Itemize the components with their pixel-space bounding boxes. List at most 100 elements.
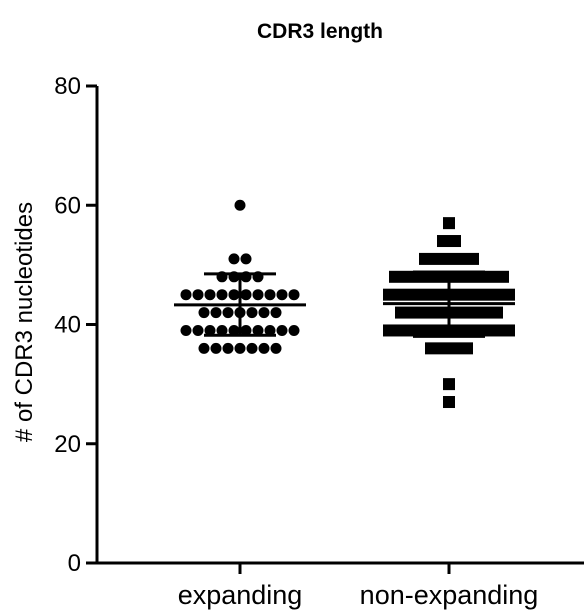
data-point [264,324,276,336]
data-point [192,289,204,301]
data-point [503,324,515,337]
chart-title: CDR3 length [257,20,383,43]
data-point [228,253,240,265]
data-point [413,270,425,283]
y-axis-ticks: 0 20 40 60 80 [54,73,97,577]
y-axis-label: # of CDR3 nucleotides [11,202,38,442]
data-point [419,288,431,301]
data-point [240,253,252,265]
data-point [401,270,413,283]
data-point [473,270,485,283]
data-point [497,270,509,283]
data-point [180,324,192,336]
data-point [407,324,419,337]
data-point [395,306,407,319]
data-point [431,252,443,265]
data-point [264,289,276,301]
data-point [467,306,479,319]
data-point [383,288,395,301]
data-point [449,270,461,283]
data-point [276,289,288,301]
data-point [437,342,449,355]
data-point [204,324,216,336]
data-point [491,288,503,301]
data-point [455,324,467,337]
data-point [198,342,210,354]
data-point [449,235,461,248]
data-point [461,342,473,355]
data-point [240,324,252,336]
data-point [258,307,270,319]
data-point [276,324,288,336]
data-point [258,342,270,354]
data-point [491,324,503,337]
data-point [455,288,467,301]
data-point [395,324,407,337]
data-point [216,289,228,301]
data-point [252,324,264,336]
data-point [234,199,246,211]
data-point [180,289,192,301]
data-point [407,288,419,301]
data-point [431,306,443,319]
y-tick-label: 0 [68,550,81,577]
data-point [455,306,467,319]
data-point [222,342,234,354]
data-point [288,289,300,301]
y-tick-label: 60 [54,192,81,219]
data-point [443,217,455,230]
data-point [455,252,467,265]
data-point [425,270,437,283]
data-point [467,288,479,301]
data-point [395,288,407,301]
data-point [222,307,234,319]
data-point [437,235,449,248]
data-point [485,270,497,283]
data-point [228,289,240,301]
data-point [443,252,455,265]
mean-sd-bars [174,270,515,338]
data-point [479,306,491,319]
data-point [437,270,449,283]
data-point [503,288,515,301]
data-point [198,307,210,319]
x-category-label: expanding [178,580,303,610]
data-point [467,324,479,337]
y-tick-label: 40 [54,312,81,339]
data-point [192,324,204,336]
data-point [479,288,491,301]
data-point [270,307,282,319]
data-point [383,324,395,337]
data-point [491,306,503,319]
data-point [204,289,216,301]
data-point [210,342,222,354]
data-point [479,324,491,337]
data-point [246,307,258,319]
data-point [216,324,228,336]
data-point [431,288,443,301]
data-point [419,324,431,337]
data-point [252,289,264,301]
data-point [240,289,252,301]
y-tick-label: 80 [54,73,81,100]
data-point [210,307,222,319]
y-tick-label: 20 [54,431,81,458]
data-point [234,342,246,354]
data-point [389,270,401,283]
data-point [246,342,258,354]
data-point [431,324,443,337]
data-point [443,378,455,391]
data-point [419,306,431,319]
data-point [467,252,479,265]
data-point [407,306,419,319]
data-point [228,324,240,336]
data-point [419,252,431,265]
data-point [288,324,300,336]
x-axis-categories: expanding non-expanding [178,563,539,610]
data-point [443,396,455,409]
data-point [449,342,461,355]
data-points [180,199,515,409]
data-point [425,342,437,355]
x-category-label: non-expanding [360,580,539,610]
